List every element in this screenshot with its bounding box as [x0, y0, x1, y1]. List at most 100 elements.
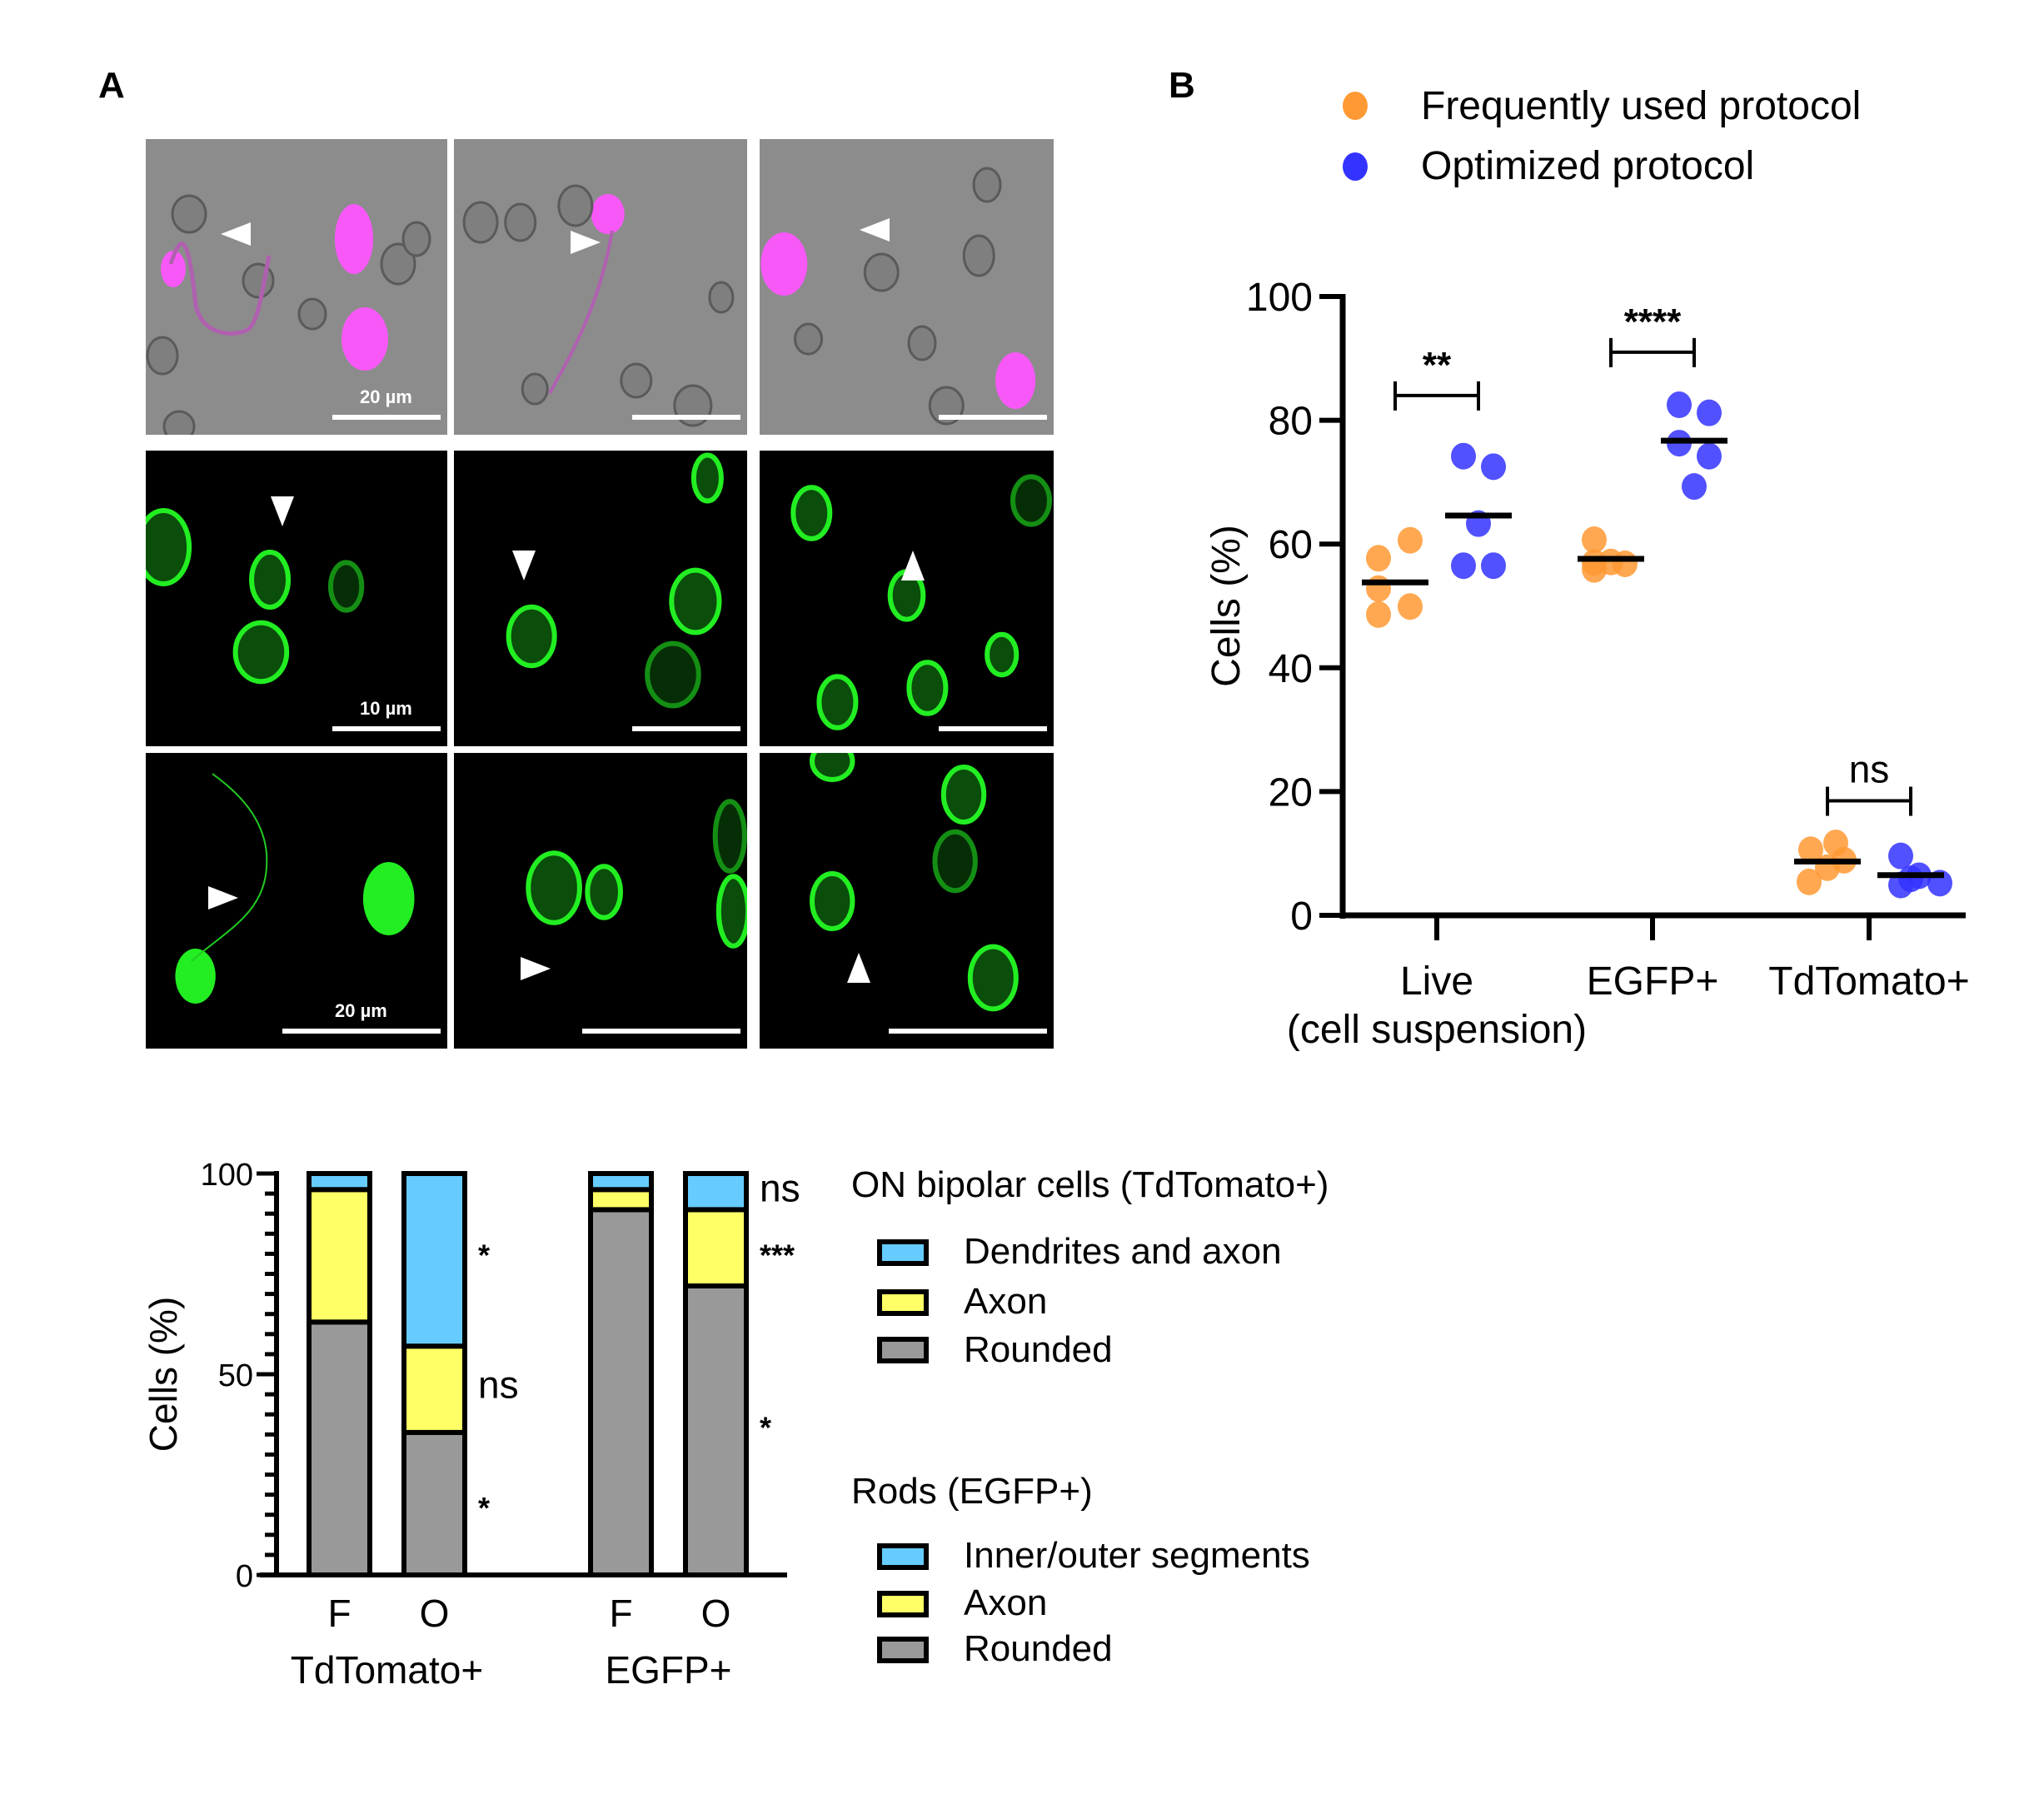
magenta-cell	[591, 194, 625, 234]
bar-segment	[588, 1171, 654, 1193]
arrowhead-marker	[521, 957, 551, 980]
magenta-cell	[341, 307, 388, 371]
egfp-cell	[669, 567, 722, 635]
cell-outline	[708, 281, 735, 314]
data-point	[1481, 453, 1506, 481]
cell-outline	[863, 252, 900, 292]
y-tick-label: 100	[201, 1158, 253, 1193]
y-tick-label: 100	[1246, 276, 1313, 320]
data-point	[1927, 870, 1952, 897]
data-point	[1451, 442, 1476, 470]
egfp-cell	[690, 452, 724, 504]
legend-label-inner-outer: Inner/outer segments	[964, 1535, 1310, 1576]
y-tick-label: 80	[1269, 400, 1313, 444]
significance-label: *	[760, 1411, 771, 1445]
data-point	[1682, 473, 1707, 501]
group-label: EGFP+	[605, 1648, 731, 1692]
data-point	[1582, 526, 1607, 553]
significance-label: ***	[760, 1238, 795, 1272]
data-point	[1888, 871, 1913, 899]
x-tick-label: F	[609, 1592, 632, 1635]
cell-outline	[972, 167, 1002, 203]
legend-label-bipolar-rounded: Rounded	[964, 1329, 1113, 1370]
magenta-cell	[161, 251, 186, 287]
bar-segment	[588, 1207, 654, 1577]
cell-outline	[462, 201, 499, 244]
scale-bar	[282, 1029, 441, 1034]
legend-swatch-bipolar-axon	[877, 1289, 929, 1316]
micrograph-tile	[454, 139, 747, 435]
egfp-cell	[585, 864, 623, 920]
arrowhead-marker	[512, 551, 536, 581]
x-tick-label: (cell suspension)	[1287, 1008, 1587, 1052]
micrograph-image	[146, 753, 447, 1049]
micrograph-tile: 20 µm	[146, 139, 447, 435]
egfp-cell	[816, 674, 859, 730]
data-point	[1667, 391, 1692, 419]
scale-bar-label: 20 µm	[335, 1000, 387, 1021]
cell-outline	[620, 362, 653, 399]
data-point	[1888, 842, 1913, 870]
cell-outline	[504, 202, 537, 242]
x-tick-label: O	[420, 1592, 450, 1635]
legend-group-title-rods: Rods (EGFP+)	[851, 1471, 1093, 1512]
legend-group-title-bipolar: ON bipolar cells (TdTomato+)	[851, 1164, 1329, 1205]
legend-dot-optimized	[1343, 152, 1368, 181]
significance-label: *	[478, 1238, 490, 1272]
micrograph-tile	[760, 451, 1054, 746]
data-point	[1697, 442, 1722, 470]
data-point	[1697, 399, 1722, 426]
bar-segment	[401, 1343, 467, 1435]
bar-segment	[307, 1187, 372, 1325]
y-tick-label: 0	[1290, 895, 1313, 939]
y-axis-title: Cells (%)	[1204, 525, 1249, 687]
scale-bar	[582, 1029, 740, 1034]
cell-outline	[162, 410, 196, 435]
arrowhead-marker	[221, 222, 251, 246]
scale-bar	[332, 415, 441, 420]
data-point	[1366, 545, 1391, 572]
egfp-cell	[906, 660, 949, 716]
micrograph-tile	[454, 451, 747, 746]
egfp-cell	[715, 874, 747, 949]
significance-label: **	[1423, 345, 1452, 386]
legend-dot-frequently	[1343, 92, 1368, 120]
micrograph-image	[454, 753, 747, 1049]
legend-swatch-rods-rounded	[877, 1637, 929, 1663]
data-point	[1798, 836, 1823, 864]
egfp-cell	[645, 640, 701, 709]
egfp-cell	[1010, 474, 1053, 527]
egfp-cell	[327, 560, 365, 613]
bar-segment	[683, 1171, 749, 1213]
legend-label-rods-rounded: Rounded	[964, 1628, 1113, 1669]
micrograph-tile: 10 µm	[146, 451, 447, 746]
egfp-cell	[985, 631, 1020, 678]
egfp-cell	[249, 550, 292, 610]
y-tick-label: 20	[1269, 770, 1313, 815]
micrograph-image	[146, 139, 447, 435]
scale-bar	[332, 726, 441, 731]
scale-bar	[939, 415, 1047, 420]
x-tick-label: F	[327, 1592, 351, 1635]
group-label: TdTomato+	[291, 1648, 483, 1692]
significance-label: ns	[1849, 748, 1890, 791]
data-point	[1481, 552, 1506, 580]
egfp-cell	[810, 871, 855, 931]
legend-label-dendrites-axon: Dendrites and axon	[964, 1231, 1282, 1272]
egfp-cell	[526, 850, 582, 925]
micrograph-tile	[454, 753, 747, 1049]
cell-outline	[171, 194, 207, 234]
arrowhead-marker	[208, 886, 238, 909]
data-point	[1797, 868, 1822, 895]
legend-label-frequently: Frequently used protocol	[1421, 84, 1862, 128]
data-point	[1898, 865, 1923, 893]
arrowhead-marker	[860, 218, 890, 242]
scale-bar	[939, 726, 1047, 731]
x-tick-label: Live	[1400, 959, 1473, 1004]
bar-segment	[307, 1171, 372, 1193]
significance-label: ns	[760, 1166, 800, 1209]
micrograph-image	[760, 139, 1054, 435]
bar-segment	[683, 1283, 749, 1577]
egfp-cell	[932, 829, 978, 894]
data-point	[1466, 510, 1491, 537]
